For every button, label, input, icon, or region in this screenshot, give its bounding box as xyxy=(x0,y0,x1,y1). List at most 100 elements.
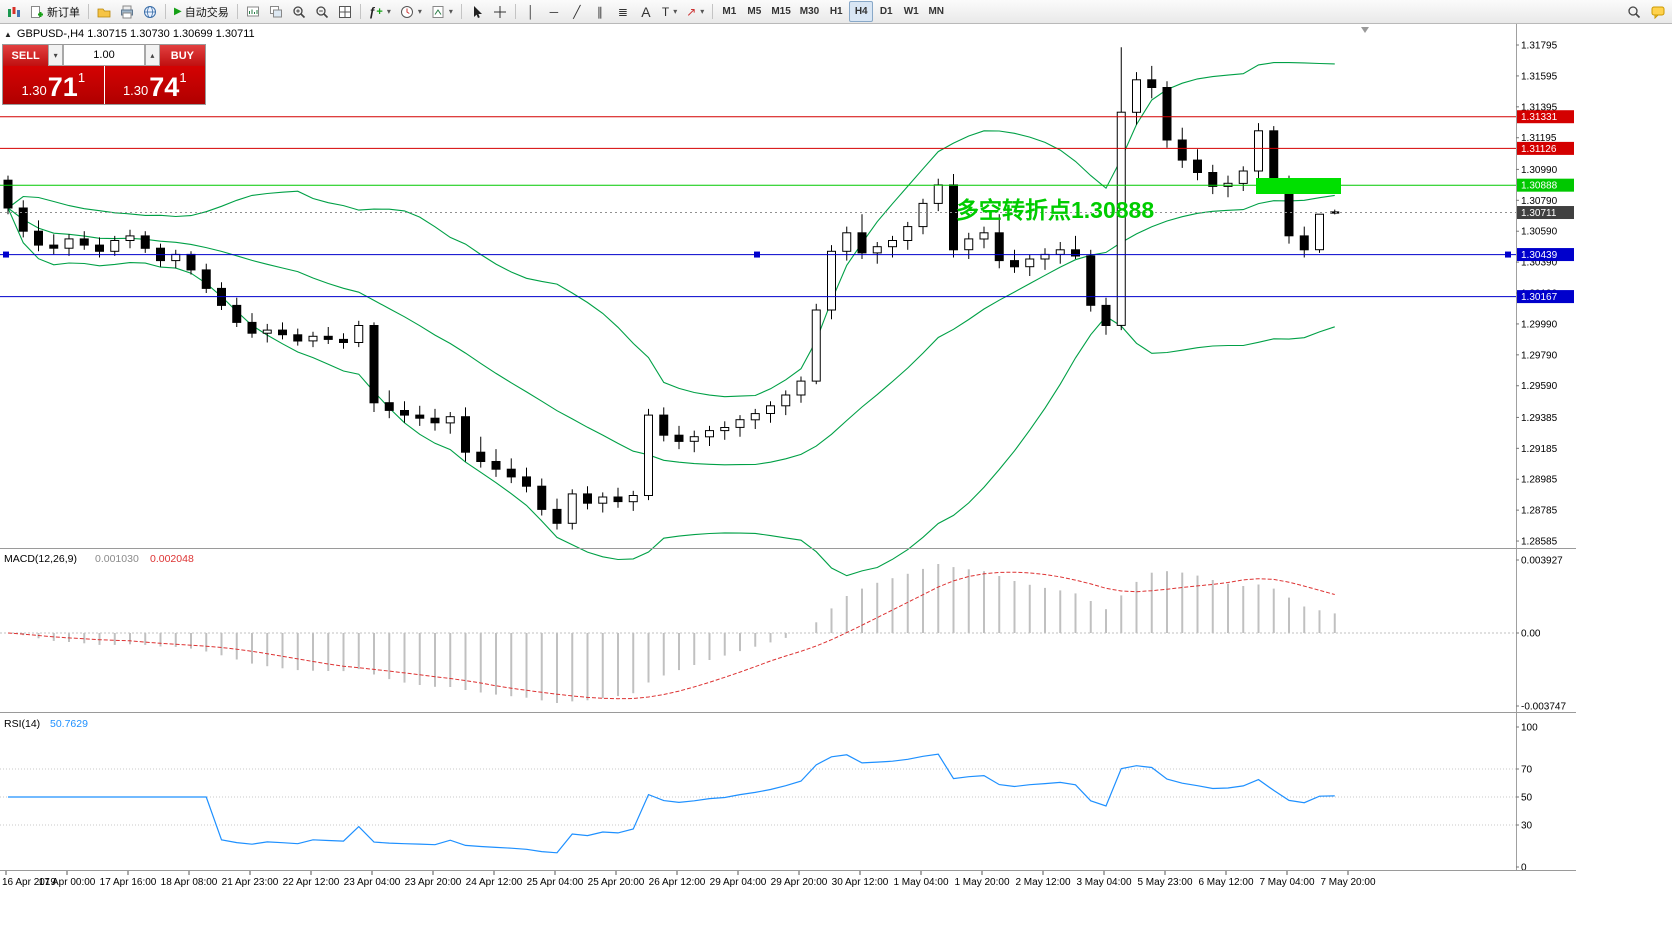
chart-windows-button[interactable] xyxy=(265,1,287,22)
vertical-line-icon: │ xyxy=(527,4,535,19)
macd-panel: MACD(12,26,9) 0.001030 0.002048 0.003927 0.0… xyxy=(0,553,1566,713)
buy-price-big: 74 xyxy=(149,72,180,103)
selection-handle[interactable] xyxy=(1505,251,1511,258)
print-button[interactable] xyxy=(116,1,138,22)
timeframe-button-H1[interactable]: H1 xyxy=(829,6,843,17)
timeframe-button-M15[interactable]: M15 xyxy=(771,6,791,17)
periods-button[interactable]: ▾ xyxy=(396,1,426,22)
buy-price-display[interactable]: 1.30 74 1 xyxy=(104,66,205,104)
arrows-tool-button[interactable]: ↗ ▾ xyxy=(682,1,708,22)
chevron-down-icon: ▾ xyxy=(386,7,391,16)
time-axis-label: 7 May 04:00 xyxy=(1259,877,1314,888)
sell-button[interactable]: SELL xyxy=(3,45,49,66)
vertical-line-button[interactable]: │ xyxy=(520,1,542,22)
price-axis-label: 1.28985 xyxy=(1521,475,1558,486)
time-axis-label: 25 Apr 04:00 xyxy=(527,877,584,888)
timeframe-button-M1[interactable]: M1 xyxy=(722,6,737,17)
rsi-axis-label: 70 xyxy=(1521,765,1533,776)
time-axis-label: 1 May 04:00 xyxy=(893,877,948,888)
timeframe-button-D1[interactable]: D1 xyxy=(879,6,893,17)
time-axis-label: 7 May 20:00 xyxy=(1320,877,1375,888)
chart-shift-marker[interactable] xyxy=(1361,27,1369,33)
svg-text:1.30167: 1.30167 xyxy=(1521,292,1558,303)
candles-layer xyxy=(3,47,1340,530)
timeframe-group: M1 M5 M15 M30 H1 H4 D1 W1 MN xyxy=(717,1,948,22)
channel-button[interactable]: ∥ xyxy=(589,1,611,22)
new-chart-button[interactable] xyxy=(242,1,264,22)
macd-axis-label: 0.00 xyxy=(1521,629,1541,640)
timeframe-button-M5[interactable]: M5 xyxy=(747,6,762,17)
time-axis-label: 16 Apr 2019 xyxy=(2,877,56,888)
autotrading-button[interactable]: ▶ 自动交易 xyxy=(170,1,233,22)
chart-objects[interactable]: 多空转折点1.30888 xyxy=(0,27,1516,298)
timeframe-button-M30[interactable]: M30 xyxy=(799,6,820,17)
bollinger-middle xyxy=(7,194,1335,466)
volume-decrease-button[interactable]: ▾ xyxy=(48,45,63,66)
cascade-windows-icon xyxy=(269,5,282,17)
toolbar-separator xyxy=(712,4,714,19)
rsi-axis-label: 30 xyxy=(1521,821,1533,832)
indicator-plus-icon: + xyxy=(376,5,383,18)
new-order-button[interactable]: 新订单 xyxy=(26,1,84,22)
profiles-button[interactable] xyxy=(93,1,115,22)
selection-handle[interactable] xyxy=(3,251,9,258)
channel-icon: ∥ xyxy=(596,4,603,19)
time-axis-label: 23 Apr 20:00 xyxy=(405,877,462,888)
trendline-button[interactable]: ╱ xyxy=(566,1,588,22)
rsi-axis-label: 0 xyxy=(1521,863,1527,874)
timeframe-button-H4[interactable]: H4 xyxy=(849,1,874,22)
templates-button[interactable]: ▾ xyxy=(427,1,457,22)
buy-button[interactable]: BUY xyxy=(159,45,205,66)
bollinger-bands xyxy=(7,62,1335,577)
cursor-icon xyxy=(473,5,482,18)
autotrading-label: 自动交易 xyxy=(184,6,229,19)
toolbar-separator xyxy=(236,4,238,19)
zoom-out-icon xyxy=(316,5,328,18)
sell-price-display[interactable]: 1.30 71 1 xyxy=(3,66,104,104)
rsi-axis-label: 50 xyxy=(1521,793,1533,804)
horizontal-line-icon: ─ xyxy=(549,4,559,19)
text-tool-button[interactable]: A xyxy=(635,1,657,22)
timeframe-button-W1[interactable]: W1 xyxy=(903,6,919,17)
price-axis-label: 1.30590 xyxy=(1521,227,1558,238)
buy-price-sup: 1 xyxy=(179,70,187,85)
price-axis-label: 1.30390 xyxy=(1521,258,1558,269)
time-axis-label: 18 Apr 08:00 xyxy=(161,877,218,888)
one-click-collapse-icon[interactable]: ▲ xyxy=(4,29,12,39)
svg-text:1.31331: 1.31331 xyxy=(1521,112,1558,123)
price-axis[interactable]: 1.31795 1.31595 1.31395 1.31195 1.30990 1.307… xyxy=(1516,24,1574,870)
main-toolbar: 新订单 ▶ 自动交易 ƒ + ▾ ▾ ▾ │ xyxy=(0,0,1672,24)
arrow-tool-icon: ↗ xyxy=(686,4,697,19)
chevron-down-icon: ▾ xyxy=(673,7,678,16)
price-tag: 1.31126 xyxy=(1517,141,1574,155)
selection-handle[interactable] xyxy=(754,251,760,258)
chart-canvas[interactable]: 多空转折点1.30888 1.31795 1.31595 1.31395 1.31195… xyxy=(0,24,1672,947)
time-axis-label: 17 Apr 00:00 xyxy=(39,877,96,888)
horizontal-line-button[interactable]: ─ xyxy=(543,1,565,22)
tile-windows-icon xyxy=(338,5,351,18)
tile-windows-button[interactable] xyxy=(334,1,356,22)
price-axis-label: 1.29790 xyxy=(1521,350,1558,361)
timeframe-button-MN[interactable]: MN xyxy=(928,6,944,17)
volume-input[interactable] xyxy=(63,45,145,66)
annotation-text[interactable]: 多空转折点1.30888 xyxy=(956,197,1154,223)
crosshair-button[interactable] xyxy=(489,1,511,22)
search-button[interactable] xyxy=(1623,1,1645,22)
time-axis-label: 23 Apr 04:00 xyxy=(344,877,401,888)
web-button[interactable] xyxy=(139,1,161,22)
chat-button[interactable] xyxy=(1647,1,1669,22)
trade-panel-controls: SELL ▾ ▴ BUY xyxy=(3,45,205,66)
label-tool-button[interactable]: T ▾ xyxy=(658,1,681,22)
fibonacci-button[interactable]: ≣ xyxy=(612,1,634,22)
cursor-button[interactable] xyxy=(466,1,488,22)
rsi-value: 50.7629 xyxy=(50,718,88,730)
rectangle-object[interactable] xyxy=(1256,178,1341,194)
indicators-button[interactable]: ƒ + ▾ xyxy=(365,1,395,22)
macd-signal-value: 0.002048 xyxy=(150,553,194,565)
volume-increase-button[interactable]: ▴ xyxy=(145,45,160,66)
autotrading-play-icon: ▶ xyxy=(174,6,182,17)
zoom-in-button[interactable] xyxy=(288,1,310,22)
zoom-out-button[interactable] xyxy=(311,1,333,22)
time-axis-label: 30 Apr 12:00 xyxy=(832,877,889,888)
